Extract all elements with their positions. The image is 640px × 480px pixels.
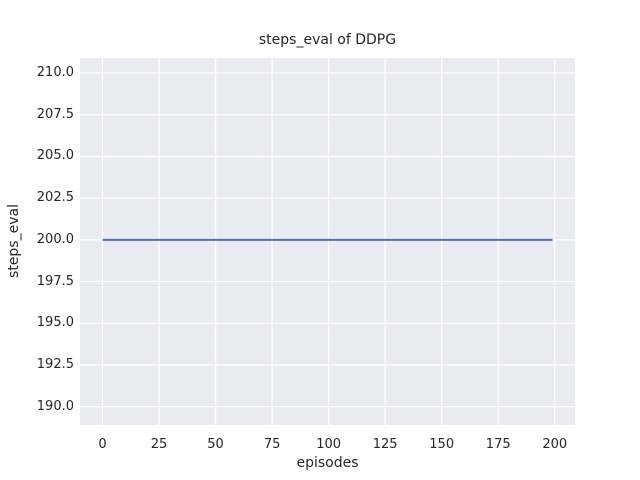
y-tick-label: 197.5	[36, 273, 74, 289]
x-axis-label: episodes	[296, 455, 359, 471]
plot-canvas	[80, 58, 575, 425]
x-tick-label: 150	[429, 437, 455, 452]
plot-area	[80, 58, 575, 425]
x-tick-label: 200	[542, 437, 568, 452]
x-tick-label: 175	[485, 437, 511, 452]
x-tick-label: 125	[372, 437, 398, 452]
y-tick-label: 210.0	[36, 65, 74, 80]
y-tick-label: 205.0	[36, 148, 74, 164]
y-tick-label: 200.0	[36, 231, 74, 247]
x-tick-label: 100	[316, 437, 342, 452]
y-tick-label: 190.0	[36, 398, 74, 414]
plot-background	[80, 58, 575, 425]
x-tick-label: 0	[98, 437, 107, 452]
y-tick-label: 202.5	[36, 190, 74, 206]
y-tick-label: 207.5	[36, 106, 74, 122]
x-tick-label: 25	[150, 437, 168, 452]
x-tick-label: 50	[207, 437, 224, 452]
x-tick-label: 75	[263, 437, 281, 452]
y-tick-label: 195.0	[36, 315, 74, 331]
y-tick-label: 192.5	[36, 356, 74, 372]
chart-title: steps_eval of DDPG	[258, 32, 397, 48]
